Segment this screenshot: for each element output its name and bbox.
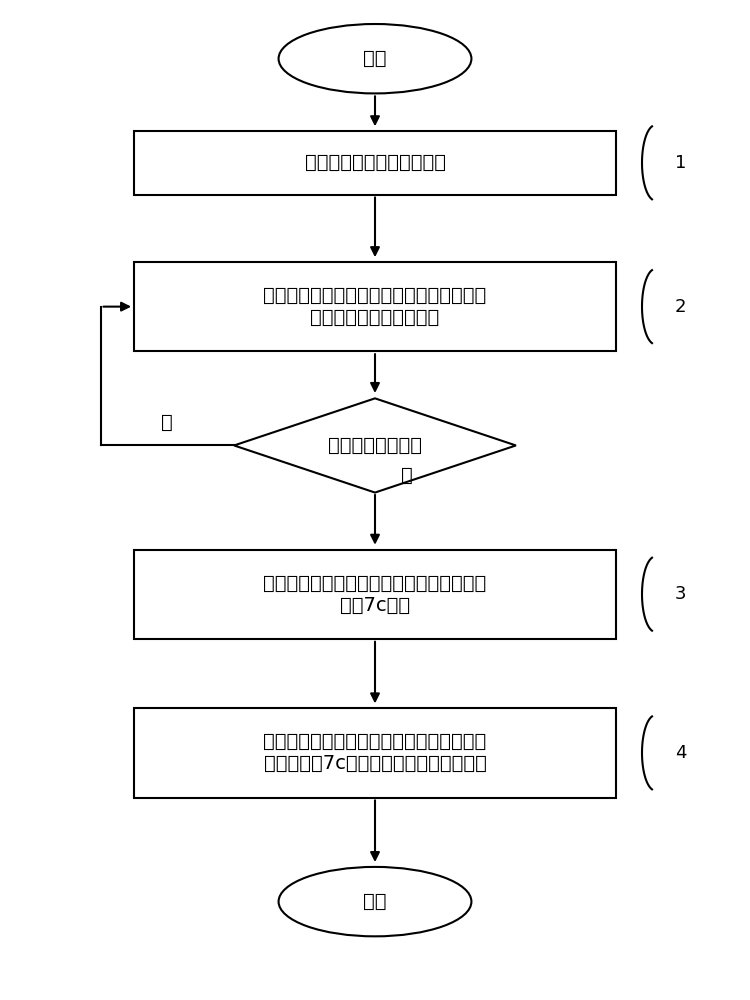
Text: 结束: 结束 [363, 892, 387, 911]
Text: 满足误差要求否？: 满足误差要求否？ [328, 436, 422, 455]
Bar [134, 708, 616, 798]
Text: 根据所述未受扰动沉降速度计算出所述土壤
的顐7c直径: 根据所述未受扰动沉降速度计算出所述土壤 的顐7c直径 [263, 574, 487, 615]
Text: 2: 2 [675, 298, 686, 316]
Bar [134, 262, 616, 351]
Text: 3: 3 [675, 585, 686, 603]
Text: 开始: 开始 [363, 49, 387, 68]
Text: 实时采集挖泥船的疏浚数据: 实时采集挖泥船的疏浚数据 [304, 153, 446, 172]
Text: 否: 否 [161, 413, 173, 432]
Text: 结合已知的不同土壤类型粒径分布范围和所
述土壤的顐7c直径，确定所述土壤的类型: 结合已知的不同土壤类型粒径分布范围和所 述土壤的顐7c直径，确定所述土壤的类型 [263, 732, 487, 773]
Text: 根据所述疏浚数据和泥舶模型，计算疏浚的
土壤的未受扰动沉降速度: 根据所述疏浚数据和泥舶模型，计算疏浚的 土壤的未受扰动沉降速度 [263, 286, 487, 327]
Text: 4: 4 [675, 744, 686, 762]
Text: 是: 是 [401, 466, 412, 485]
Text: 1: 1 [675, 154, 686, 172]
Bar [134, 550, 616, 639]
Bar [134, 131, 616, 195]
